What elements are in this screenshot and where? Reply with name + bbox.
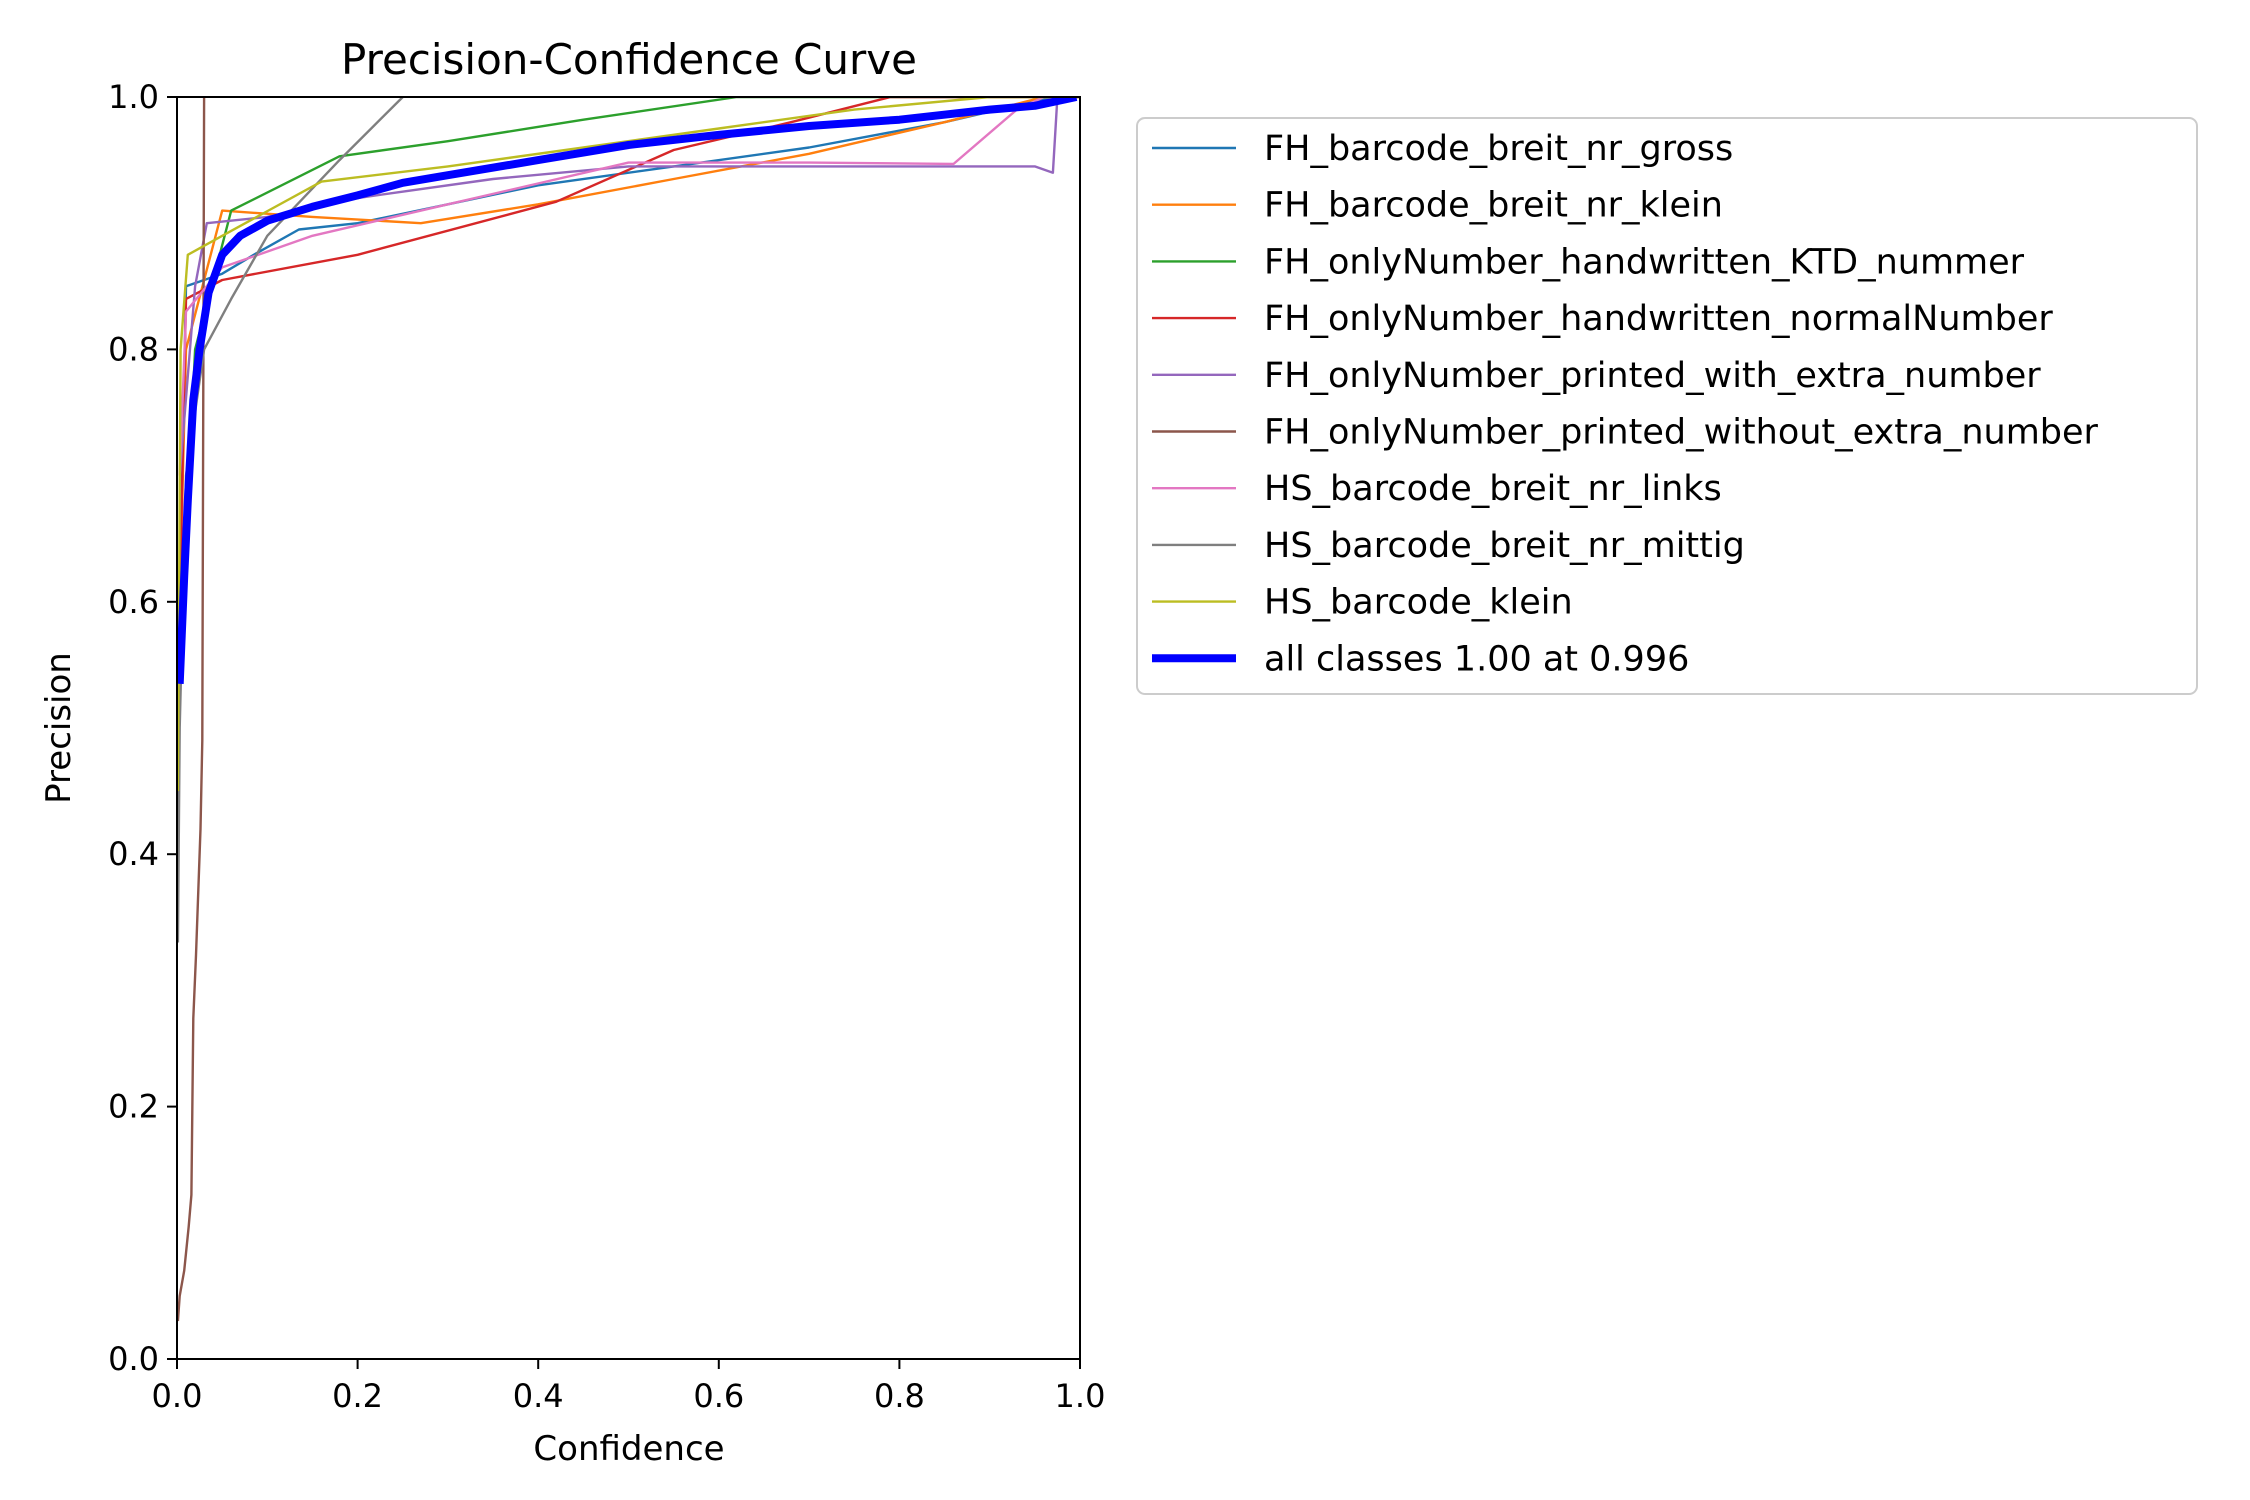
- legend-label-0: FH_barcode_breit_nr_gross: [1264, 129, 1733, 169]
- legend-label-8: HS_barcode_klein: [1264, 583, 1573, 623]
- series-line-9: [176, 96, 1078, 684]
- legend-label-9: all classes 1.00 at 0.996: [1264, 639, 1689, 679]
- legend-label-5: FH_onlyNumber_printed_without_extra_numb…: [1264, 413, 2099, 453]
- x-tick-label: 0.0: [152, 1377, 203, 1415]
- legend: FH_barcode_breit_nr_gross FH_barcode_brei…: [1136, 117, 2198, 695]
- chart-title: Precision-Confidence Curve: [341, 35, 917, 84]
- legend-label-3: FH_onlyNumber_handwritten_normalNumber: [1264, 299, 2053, 339]
- y-axis-label: Precision: [39, 652, 79, 804]
- legend-label-6: HS_barcode_breit_nr_links: [1264, 469, 1722, 509]
- legend-label-1: FH_barcode_breit_nr_klein: [1264, 186, 1723, 226]
- y-tick-label: 1.0: [108, 78, 159, 116]
- legend-items: FH_barcode_breit_nr_gross FH_barcode_brei…: [1152, 129, 2099, 679]
- y-tick-label: 0.2: [108, 1088, 159, 1126]
- x-tick-label: 1.0: [1055, 1377, 1106, 1415]
- plot-frame: [176, 96, 1081, 1360]
- x-axis-label: Confidence: [533, 1429, 724, 1469]
- series-layer: [176, 96, 1080, 1322]
- series-line-3: [178, 96, 1080, 602]
- legend-label-4: FH_onlyNumber_printed_with_extra_number: [1264, 356, 2041, 396]
- y-tick-label: 0.6: [108, 583, 159, 621]
- legend-label-7: HS_barcode_breit_nr_mittig: [1264, 526, 1745, 566]
- series-line-5: [176, 96, 206, 1322]
- y-tick-label: 0.8: [108, 330, 159, 368]
- x-tick-label: 0.4: [513, 1377, 564, 1415]
- series-line-8: [176, 96, 1080, 792]
- x-tick-label: 0.2: [332, 1377, 383, 1415]
- x-tick-label: 0.8: [874, 1377, 925, 1415]
- y-tick-label: 0.0: [108, 1340, 159, 1378]
- x-tick-label: 0.6: [693, 1377, 744, 1415]
- y-tick-label: 0.4: [108, 835, 159, 873]
- x-axis-ticks: 0.0 0.2 0.4 0.6 0.8 1.0: [152, 1359, 1106, 1415]
- plot-area: 0.0 0.2 0.4 0.6 0.8 1.0 0.0 0.2 0.4 0.6 0.8 1.0: [108, 78, 1105, 1415]
- series-line-7: [176, 96, 404, 943]
- legend-frame: [1136, 117, 2198, 695]
- y-axis-ticks: 0.0 0.2 0.4 0.6 0.8 1.0: [108, 78, 177, 1378]
- legend-label-2: FH_onlyNumber_handwritten_KTD_nummer: [1264, 242, 2025, 282]
